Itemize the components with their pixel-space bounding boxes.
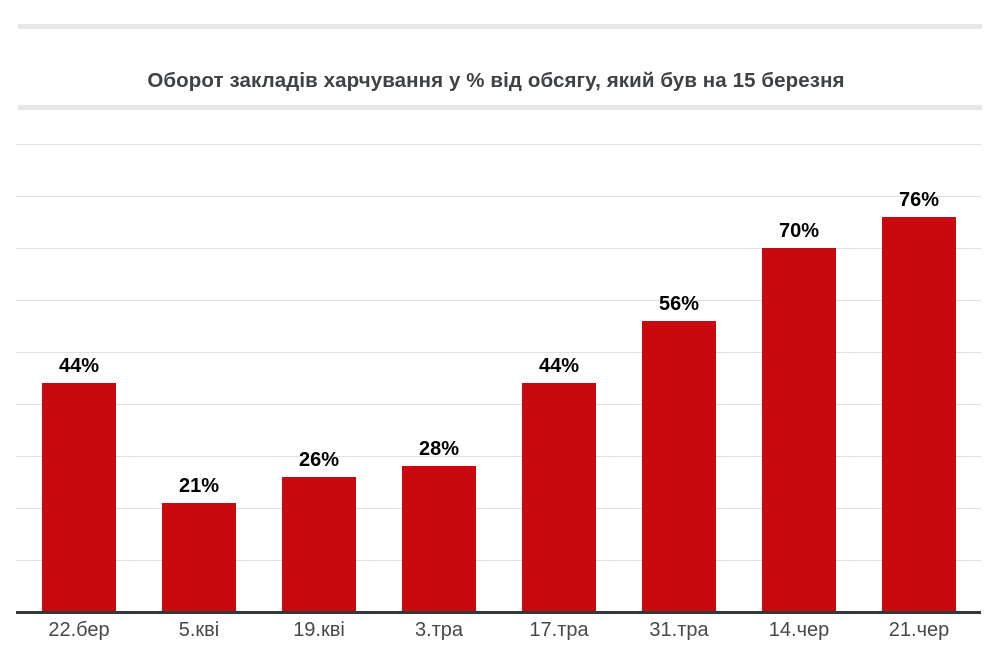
title-divider-rule xyxy=(18,105,982,110)
bar-19.кві xyxy=(282,477,356,612)
x-tick-label: 14.чер xyxy=(768,619,830,641)
bar-22.бер xyxy=(42,383,116,612)
chart-title: Оборот закладів харчування у % від обсяг… xyxy=(147,69,845,92)
bar-3.тра xyxy=(402,466,476,612)
gridline-70pct xyxy=(16,248,981,249)
x-tick-label: 17.тра xyxy=(529,619,589,641)
bar-31.тра xyxy=(642,321,716,612)
gridline-80pct xyxy=(16,196,981,197)
bar-14.чер xyxy=(762,248,836,612)
bar-21.чер xyxy=(882,217,956,612)
bar-value-label: 44% xyxy=(538,355,580,377)
bar-value-label: 70% xyxy=(778,220,820,242)
gridline-10pct xyxy=(16,560,981,561)
x-axis-line xyxy=(16,611,981,614)
gridline-20pct xyxy=(16,508,981,509)
bar-value-label: 76% xyxy=(898,189,940,211)
bar-value-label: 28% xyxy=(418,438,460,460)
gridline-60pct xyxy=(16,300,981,301)
x-tick-label: 21.чер xyxy=(888,619,950,641)
gridline-40pct xyxy=(16,404,981,405)
x-tick-label: 5.кві xyxy=(178,619,220,641)
x-tick-label: 31.тра xyxy=(649,619,709,641)
bar-value-label: 44% xyxy=(58,355,100,377)
x-tick-label: 3.тра xyxy=(414,619,464,641)
bar-value-label: 56% xyxy=(658,293,700,315)
x-tick-label: 22.бер xyxy=(48,619,110,641)
gridline-50pct xyxy=(16,352,981,353)
bar-value-label: 26% xyxy=(298,449,340,471)
gridline-90pct xyxy=(16,144,981,145)
gridline-30pct xyxy=(16,456,981,457)
x-tick-label: 19.кві xyxy=(293,619,345,641)
bar-5.кві xyxy=(162,503,236,612)
top-divider-rule xyxy=(18,24,982,29)
bar-value-label: 21% xyxy=(178,475,220,497)
bar-17.тра xyxy=(522,383,596,612)
